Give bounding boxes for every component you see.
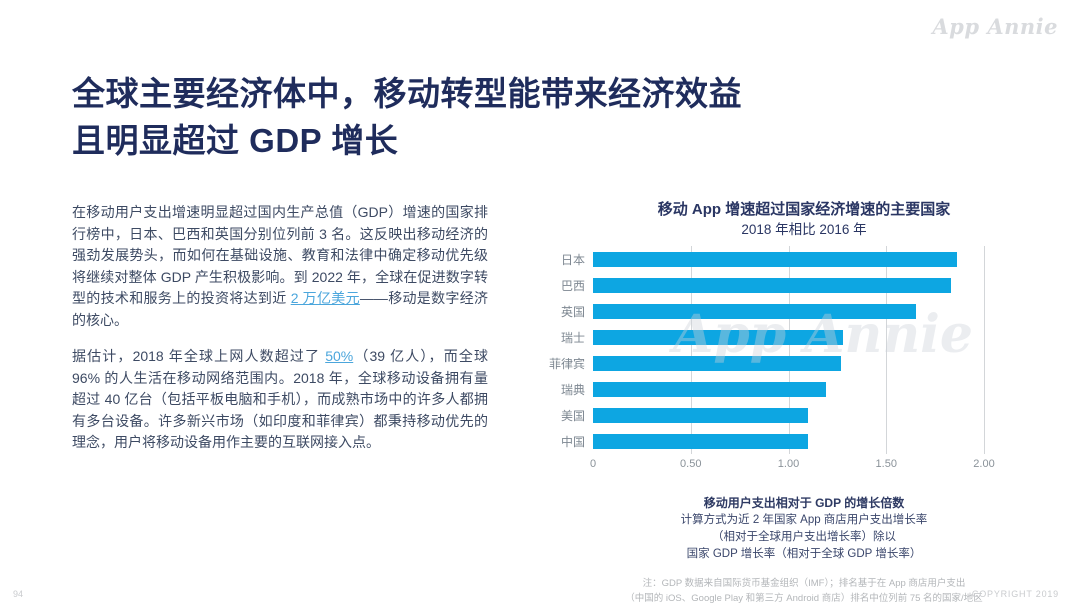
app-annie-logo: App Annie <box>932 14 1058 39</box>
bar-0 <box>593 251 957 267</box>
bar-label-3: 瑞士 <box>560 330 585 345</box>
chart-row-6: 美国 <box>561 402 1015 428</box>
bar-label-1: 巴西 <box>560 278 585 293</box>
body-text-column: 在移动用户支出增速明显超过国内生产总值（GDP）增速的国家排行榜中，日本、巴西和… <box>72 202 488 454</box>
bar-label-5: 瑞典 <box>560 382 585 397</box>
bar-7 <box>593 433 809 449</box>
chart-caption-line1: 计算方式为近 2 年国家 App 商店用户支出增长率 <box>680 514 928 526</box>
bar-6 <box>593 407 809 423</box>
x-tick-label-3: 1.50 <box>875 458 897 470</box>
paragraph-1-text: 在移动用户支出增速明显超过国内生产总值（GDP）增速的国家排行榜中，日本、巴西和… <box>72 204 488 306</box>
chart-source-note: 注：GDP 数据来自国际货币基金组织（IMF）；排名基于在 App 商店用户支出… <box>593 576 1015 606</box>
grid-line-0.50 <box>690 246 692 454</box>
chart-row-7: 中国 <box>561 428 1015 454</box>
chart-plot-area: App Annie 日本 巴西 英国 瑞士 菲律宾 瑞典 美国 中国 <box>545 246 1015 454</box>
chart-source-note-line1: 注：GDP 数据来自国际货币基金组织（IMF）；排名基于在 App 商店用户支出 <box>642 578 966 589</box>
bar-label-2: 英国 <box>560 304 585 319</box>
trillion-usd-link[interactable]: 2 万亿美元 <box>290 290 360 306</box>
bar-3 <box>593 329 844 345</box>
chart-caption-line3: 国家 GDP 增长率（相对于全球 GDP 增长率） <box>686 548 922 560</box>
chart-source-note-line2: （中国的 iOS、Google Play 和第三方 Android 商店）排名中… <box>625 593 983 604</box>
paragraph-2-text: 据估计，2018 年全球上网人数超过了 <box>72 348 326 364</box>
bar-4 <box>593 355 842 371</box>
chart-row-5: 瑞典 <box>561 376 1015 402</box>
paragraph-1: 在移动用户支出增速明显超过国内生产总值（GDP）增速的国家排行榜中，日本、巴西和… <box>72 202 488 331</box>
page-number: 94 <box>13 589 24 599</box>
bar-label-4: 菲律宾 <box>548 356 585 371</box>
chart-caption: 移动用户支出相对于 GDP 的增长倍数 计算方式为近 2 年国家 App 商店用… <box>593 494 1015 563</box>
bar-label-0: 日本 <box>560 252 585 267</box>
chart-row-3: 瑞士 <box>561 324 1015 350</box>
chart-x-axis: 0 0.50 1.00 1.50 2.00 <box>545 458 1015 476</box>
grid-line-1.00 <box>788 246 790 454</box>
paragraph-2-text-after: （39 亿人），而全球 96% 的人生活在移动网络范围内。2018 年，全球移动… <box>72 348 488 450</box>
x-tick-label-0: 0 <box>589 458 597 470</box>
chart-row-4: 菲律宾 <box>549 350 1015 376</box>
chart-title: 移动 App 增速超过国家经济增速的主要国家 <box>657 201 951 218</box>
page-title-line2: 且明显超过 GDP 增长 <box>72 122 399 159</box>
chart-caption-line2: （相对于全球用户支出增长率）除以 <box>712 531 896 543</box>
bar-1 <box>593 277 951 293</box>
paragraph-2: 据估计，2018 年全球上网人数超过了 50%（39 亿人），而全球 96% 的… <box>72 346 488 454</box>
fifty-percent-link[interactable]: 50% <box>325 348 354 364</box>
bar-2 <box>593 303 916 319</box>
x-tick-label-4: 2.00 <box>973 458 995 470</box>
grid-line-2.00 <box>984 246 985 454</box>
bar-label-7: 中国 <box>560 434 585 449</box>
page-title: 全球主要经济体中，移动转型能带来经济效益 且明显超过 GDP 增长 <box>72 70 912 164</box>
grid-line-1.50 <box>886 246 888 454</box>
chart-caption-title: 移动用户支出相对于 GDP 的增长倍数 <box>703 496 905 510</box>
chart-row-2: 英国 <box>561 298 1015 324</box>
paragraph-1-text-after: ——移动是数字经济的核心。 <box>72 290 488 328</box>
chart-row-1: 巴西 <box>561 272 1015 298</box>
chart-row-0: 日本 <box>561 246 1015 272</box>
x-tick-label-1: 0.50 <box>680 458 702 470</box>
x-tick-label-2: 1.00 <box>777 458 800 470</box>
bar-label-6: 美国 <box>560 408 585 423</box>
chart-subtitle: 2018 年相比 2016 年 <box>741 222 867 237</box>
copyright-text: COPYRIGHT 2019 <box>971 589 1059 599</box>
bar-5 <box>593 381 826 397</box>
bar-chart: 移动 App 增速超过国家经济增速的主要国家 2018 年相比 2016 年 A… <box>545 200 1015 606</box>
page-title-line1: 全球主要经济体中，移动转型能带来经济效益 <box>72 75 742 112</box>
